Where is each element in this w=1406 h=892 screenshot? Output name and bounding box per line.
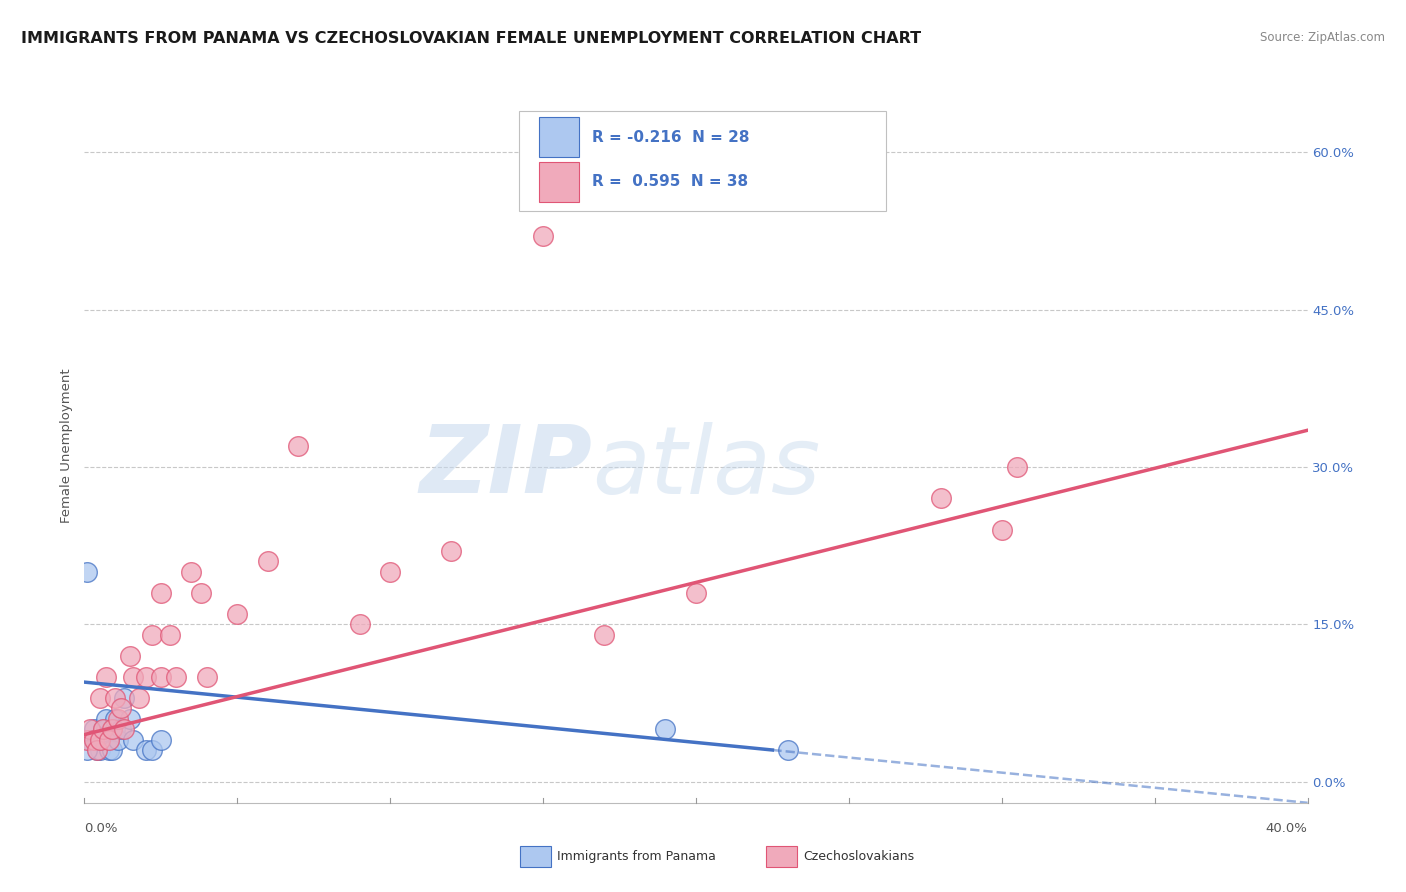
- Point: [91, 723, 114, 737]
- Point: [195, 670, 218, 684]
- Point: [97, 732, 120, 747]
- Point: [89, 743, 111, 757]
- Text: IMMIGRANTS FROM PANAMA VS CZECHOSLOVAKIAN FEMALE UNEMPLOYMENT CORRELATION CHART: IMMIGRANTS FROM PANAMA VS CZECHOSLOVAKIA…: [21, 31, 921, 46]
- Text: atlas: atlas: [592, 422, 820, 513]
- Point: [91, 732, 114, 747]
- Point: [101, 723, 124, 737]
- Point: [531, 229, 554, 244]
- Point: [165, 670, 187, 684]
- Point: [685, 586, 707, 600]
- Point: [135, 670, 157, 684]
- Point: [107, 732, 129, 747]
- Point: [89, 732, 111, 747]
- Point: [122, 670, 145, 684]
- Point: [112, 690, 135, 705]
- Point: [104, 690, 127, 705]
- Point: [76, 732, 98, 747]
- Text: ZIP: ZIP: [419, 421, 592, 514]
- Point: [149, 586, 172, 600]
- Point: [89, 732, 111, 747]
- Point: [654, 723, 676, 737]
- Point: [776, 743, 799, 757]
- Text: Immigrants from Panama: Immigrants from Panama: [557, 850, 716, 863]
- Point: [991, 523, 1014, 537]
- Point: [149, 670, 172, 684]
- Point: [141, 743, 163, 757]
- Point: [349, 617, 371, 632]
- Point: [94, 712, 117, 726]
- Point: [83, 732, 105, 747]
- Text: R =  0.595  N = 38: R = 0.595 N = 38: [592, 175, 748, 189]
- Point: [120, 712, 142, 726]
- Point: [112, 723, 135, 737]
- Point: [86, 743, 108, 757]
- Point: [107, 712, 129, 726]
- Point: [120, 648, 142, 663]
- Point: [141, 628, 163, 642]
- Point: [76, 743, 98, 757]
- Point: [110, 701, 132, 715]
- FancyBboxPatch shape: [540, 118, 578, 157]
- Point: [94, 670, 117, 684]
- Point: [1005, 460, 1028, 475]
- Y-axis label: Female Unemployment: Female Unemployment: [60, 368, 73, 524]
- Point: [89, 690, 111, 705]
- Point: [257, 554, 280, 568]
- Point: [97, 743, 120, 757]
- FancyBboxPatch shape: [540, 162, 578, 202]
- Point: [135, 743, 157, 757]
- Point: [79, 732, 101, 747]
- Text: Source: ZipAtlas.com: Source: ZipAtlas.com: [1260, 31, 1385, 45]
- Point: [83, 732, 105, 747]
- Point: [122, 732, 145, 747]
- Point: [104, 723, 127, 737]
- Point: [226, 607, 249, 621]
- FancyBboxPatch shape: [519, 111, 886, 211]
- Point: [180, 565, 202, 579]
- Point: [593, 628, 616, 642]
- Point: [101, 743, 124, 757]
- Point: [149, 732, 172, 747]
- Point: [91, 723, 114, 737]
- Point: [79, 723, 101, 737]
- Text: 0.0%: 0.0%: [84, 822, 118, 835]
- Point: [380, 565, 402, 579]
- Point: [287, 439, 309, 453]
- Point: [94, 723, 117, 737]
- Text: Czechoslovakians: Czechoslovakians: [803, 850, 914, 863]
- Point: [110, 723, 132, 737]
- Point: [104, 712, 127, 726]
- Point: [190, 586, 212, 600]
- Point: [929, 491, 952, 506]
- Point: [97, 732, 120, 747]
- Point: [440, 544, 463, 558]
- Text: 40.0%: 40.0%: [1265, 822, 1308, 835]
- Point: [83, 723, 105, 737]
- Point: [76, 565, 98, 579]
- Text: R = -0.216  N = 28: R = -0.216 N = 28: [592, 129, 749, 145]
- Point: [128, 690, 150, 705]
- Point: [86, 743, 108, 757]
- Point: [86, 732, 108, 747]
- Point: [159, 628, 181, 642]
